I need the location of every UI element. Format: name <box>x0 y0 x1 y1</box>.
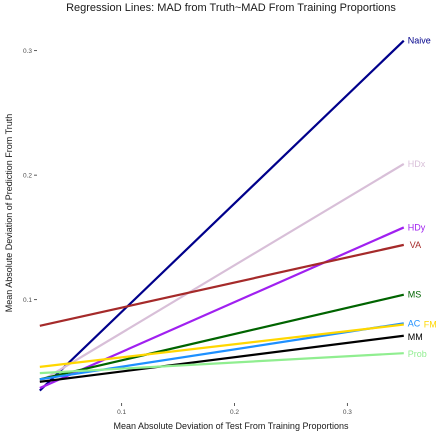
series-label-va: VA <box>410 240 421 250</box>
series-line-mm <box>39 334 404 383</box>
series-line-hdy <box>39 226 405 390</box>
series-label-hdy: HDy <box>408 222 426 232</box>
series-line-ms <box>39 293 405 381</box>
x-axis: 0.1 0.2 0.3 <box>117 403 352 416</box>
series-label-hdx: HDx <box>408 159 426 169</box>
series-label-fm: FM <box>424 320 436 330</box>
y-tick-label: 0.3 <box>23 48 32 55</box>
y-tick-label: 0.2 <box>23 172 32 179</box>
series-line-naive <box>39 39 405 392</box>
series-line-prob <box>39 352 404 375</box>
x-tick-label: 0.3 <box>343 409 352 416</box>
x-tick-label: 0.2 <box>230 409 239 416</box>
series-label-mm: MM <box>408 332 423 342</box>
series-label-ac: AC <box>408 318 421 328</box>
y-axis-title: Mean Absolute Deviation of Prediction Fr… <box>4 114 14 313</box>
x-tick-label: 0.1 <box>117 409 126 416</box>
series-label-prob: Prob <box>408 349 427 359</box>
series-line-fm <box>39 323 404 368</box>
series-label-ms: MS <box>408 290 422 300</box>
y-axis: 0.1 0.2 0.3 <box>23 48 37 304</box>
y-tick-label: 0.1 <box>23 297 32 304</box>
series-line-va <box>39 243 405 327</box>
chart-title: Regression Lines: MAD from Truth~MAD Fro… <box>66 2 396 14</box>
series-lines <box>39 39 405 392</box>
x-axis-title: Mean Absolute Deviation of Test From Tra… <box>114 421 349 431</box>
series-label-naive: Naive <box>408 36 431 46</box>
series-line-hdx <box>39 162 405 383</box>
